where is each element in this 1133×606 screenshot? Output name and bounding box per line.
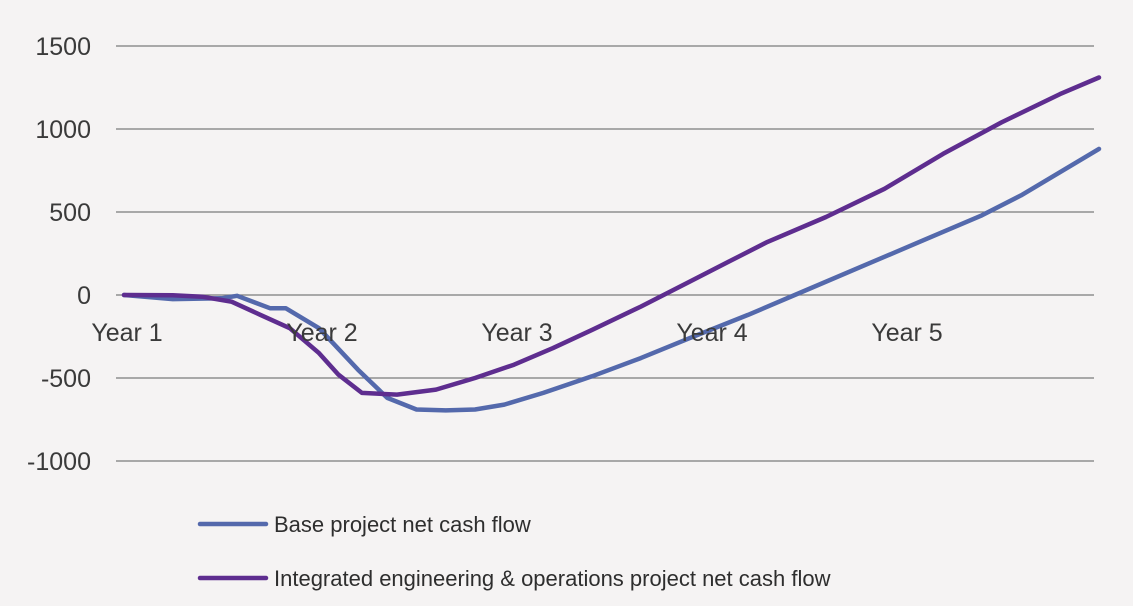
y-tick-label: -1000: [27, 448, 91, 476]
y-tick-label: 1500: [35, 33, 91, 61]
x-tick-label: Year 2: [286, 319, 357, 347]
x-tick-label: Year 3: [481, 319, 552, 347]
y-tick-label: -500: [41, 365, 91, 393]
y-axis: 1500 1000 500 0 -500 -1000: [27, 33, 91, 476]
y-tick-label: 1000: [35, 116, 91, 144]
legend-label: Integrated engineering & operations proj…: [274, 566, 831, 591]
gridlines: [116, 45, 1094, 462]
legend-label: Base project net cash flow: [274, 512, 531, 537]
series-line-base: [121, 146, 1102, 413]
series-lines: [121, 75, 1102, 413]
x-tick-label: Year 5: [871, 319, 942, 347]
x-axis: Year 1 Year 2 Year 3 Year 4 Year 5: [91, 319, 942, 347]
y-tick-label: 0: [77, 282, 91, 310]
legend: Base project net cash flow Integrated eng…: [197, 512, 831, 591]
x-tick-label: Year 1: [91, 319, 162, 347]
x-tick-label: Year 4: [676, 319, 747, 347]
y-tick-label: 500: [49, 199, 91, 227]
series-line-integrated: [121, 75, 1102, 397]
